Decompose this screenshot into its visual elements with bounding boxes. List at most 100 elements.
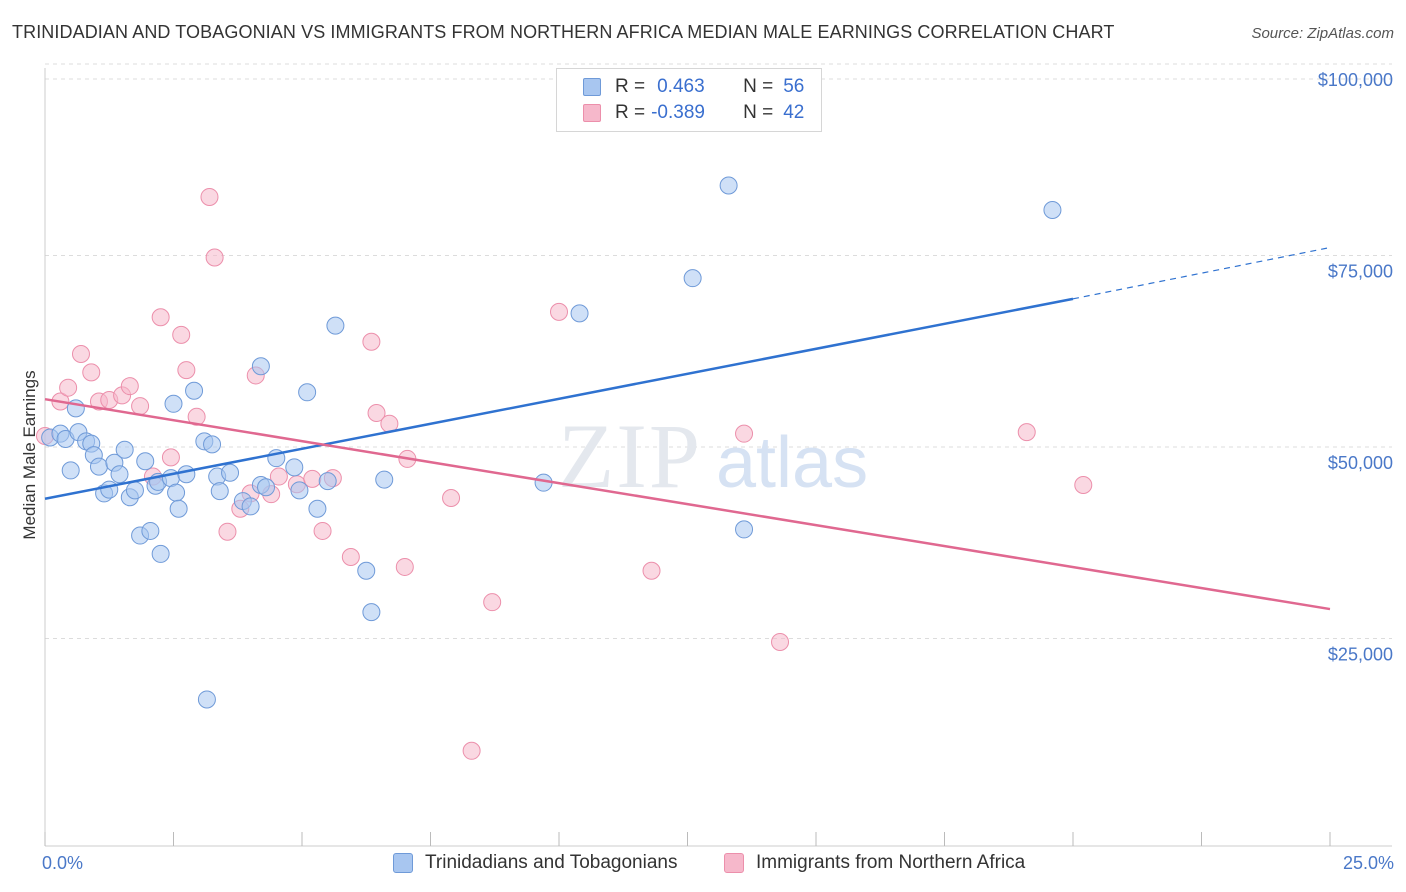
legend-label: Trinidadians and Tobagonians [425, 852, 678, 873]
data-point-trinidadians [1043, 200, 1062, 219]
data-point-trinidadians [298, 383, 317, 402]
data-point-trinidadians [115, 440, 134, 459]
data-point-trinidadians [125, 481, 144, 500]
data-point-immigrants-northern-africa [187, 407, 206, 426]
data-point-trinidadians [167, 483, 186, 502]
data-point-immigrants-northern-africa [172, 325, 191, 344]
data-point-trinidadians [141, 521, 160, 540]
legend-n-value: 42 [783, 102, 805, 123]
correlation-legend: R = 0.463 N = 56 R = -0.389 N = 42 [556, 68, 822, 132]
legend-row-series1: R = 0.463 N = 56 [583, 74, 804, 100]
y-axis-title: Median Male Earnings [20, 370, 39, 539]
data-point-trinidadians [241, 497, 260, 516]
legend-r-label: R = [615, 102, 646, 123]
data-point-trinidadians [719, 176, 738, 195]
data-point-immigrants-northern-africa [151, 308, 170, 327]
y-tick-label: $50,000 [1328, 453, 1393, 473]
data-point-trinidadians [100, 480, 119, 499]
data-point-trinidadians [136, 452, 155, 471]
data-point-trinidadians [89, 457, 108, 476]
data-point-immigrants-northern-africa [1074, 475, 1093, 494]
data-point-immigrants-northern-africa [550, 302, 568, 321]
data-point-trinidadians [197, 690, 216, 709]
data-point-immigrants-northern-africa [59, 378, 78, 397]
data-point-trinidadians [735, 520, 754, 539]
data-point-immigrants-northern-africa [735, 424, 754, 443]
axes [44, 68, 1392, 847]
data-point-trinidadians [221, 463, 240, 482]
data-point-immigrants-northern-africa [177, 361, 196, 380]
data-point-trinidadians [285, 458, 304, 477]
data-point-immigrants-northern-africa [120, 377, 139, 396]
legend-item-trinidadians[interactable]: Trinidadians and Tobagonians [393, 852, 677, 874]
data-point-immigrants-northern-africa [771, 633, 790, 652]
data-point-trinidadians [683, 269, 702, 288]
legend-label: Immigrants from Northern Africa [756, 852, 1026, 873]
legend-r-value: 0.463 [657, 76, 705, 97]
data-point-trinidadians [257, 478, 276, 497]
data-point-trinidadians [164, 394, 183, 413]
data-point-trinidadians [290, 481, 309, 500]
trend-line-immigrants-northern-africa [44, 397, 1331, 611]
data-point-immigrants-northern-africa [462, 741, 481, 760]
data-point-immigrants-northern-africa [131, 397, 150, 416]
data-point-trinidadians [326, 316, 345, 335]
legend-r-value: -0.389 [651, 102, 705, 123]
series-trinidadians-points [41, 176, 1062, 709]
data-point-trinidadians [362, 603, 381, 622]
legend-swatch-blue [393, 853, 413, 873]
data-point-immigrants-northern-africa [218, 522, 237, 541]
watermark-zip: ZIP [558, 405, 702, 507]
y-tick-labels: $25,000 $50,000 $75,000 $100,000 [1318, 70, 1393, 665]
data-point-trinidadians [169, 499, 188, 518]
data-point-trinidadians [570, 304, 589, 323]
gridlines [45, 63, 1392, 639]
data-point-immigrants-northern-africa [71, 344, 90, 363]
data-point-immigrants-northern-africa [367, 403, 386, 422]
legend-item-immigrants-northern-africa[interactable]: Immigrants from Northern Africa [724, 852, 1025, 874]
y-tick-label: $75,000 [1328, 262, 1393, 282]
chart-title: TRINIDADIAN AND TOBAGONIAN VS IMMIGRANTS… [12, 22, 1115, 42]
legend-n-label: N = [743, 102, 774, 123]
data-point-immigrants-northern-africa [483, 593, 502, 612]
data-point-trinidadians [185, 381, 204, 400]
x-tick-label-min: 0.0% [42, 853, 83, 873]
legend-r-label: R = [615, 76, 646, 97]
data-point-trinidadians [210, 482, 229, 501]
data-point-trinidadians [151, 544, 170, 563]
source-label: Source: ZipAtlas.com [1251, 25, 1394, 42]
trend-line-trinidadians [44, 297, 1074, 500]
data-point-trinidadians [110, 465, 129, 484]
data-point-immigrants-northern-africa [642, 561, 661, 580]
data-point-trinidadians [308, 499, 327, 518]
data-point-trinidadians [375, 470, 394, 489]
data-point-trinidadians [357, 561, 376, 580]
data-point-immigrants-northern-africa [161, 448, 180, 467]
data-point-immigrants-northern-africa [341, 547, 360, 566]
data-point-immigrants-northern-africa [442, 489, 461, 508]
y-tick-label: $100,000 [1318, 70, 1393, 90]
data-point-immigrants-northern-africa [362, 332, 381, 351]
data-point-immigrants-northern-africa [82, 363, 101, 382]
legend-swatch-blue [583, 78, 601, 96]
legend-swatch-pink [583, 104, 601, 122]
series-legend: Trinidadians and Tobagonians Immigrants … [0, 852, 1406, 878]
data-point-immigrants-northern-africa [205, 248, 224, 267]
data-point-immigrants-northern-africa [269, 467, 288, 486]
watermark: ZIP atlas [558, 405, 868, 507]
x-tick-label-max: 25.0% [1343, 853, 1394, 873]
data-point-trinidadians [177, 465, 196, 484]
data-point-trinidadians [251, 357, 270, 376]
trend-lines [44, 246, 1331, 611]
legend-row-series2: R = -0.389 N = 42 [583, 100, 804, 126]
data-point-trinidadians [61, 461, 80, 480]
data-point-trinidadians [203, 435, 222, 454]
data-point-immigrants-northern-africa [313, 521, 332, 540]
legend-swatch-pink [724, 853, 744, 873]
legend-n-value: 56 [783, 76, 805, 97]
legend-n-label: N = [743, 76, 774, 97]
data-point-immigrants-northern-africa [200, 187, 219, 206]
y-tick-label: $25,000 [1328, 645, 1393, 665]
data-point-trinidadians [318, 472, 337, 491]
